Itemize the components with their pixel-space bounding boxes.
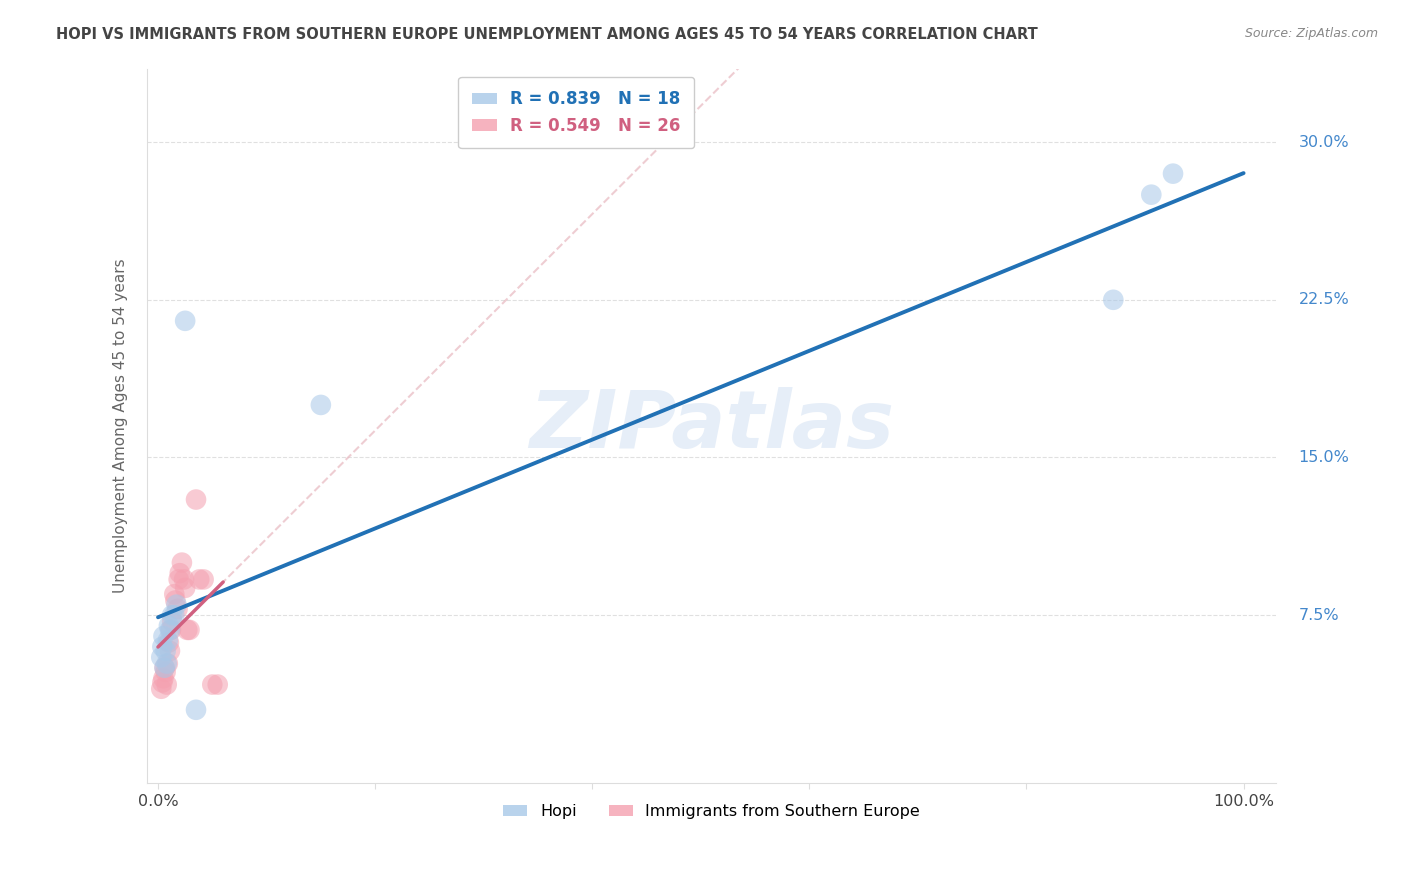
Point <box>159 623 181 637</box>
Point <box>309 398 332 412</box>
Text: 7.5%: 7.5% <box>1299 607 1340 623</box>
Point <box>150 675 173 690</box>
Point <box>156 677 179 691</box>
Point <box>163 608 186 623</box>
Point <box>150 640 173 654</box>
Point <box>174 581 197 595</box>
Point <box>170 556 193 570</box>
Point <box>160 615 183 629</box>
Point <box>157 618 180 632</box>
Point <box>207 677 229 691</box>
Point <box>156 657 179 671</box>
Point <box>1102 293 1125 307</box>
Point <box>156 657 179 671</box>
Point <box>152 629 174 643</box>
Point <box>153 661 176 675</box>
Text: 22.5%: 22.5% <box>1299 293 1350 308</box>
Point <box>152 671 174 685</box>
Point <box>176 623 198 637</box>
Point <box>201 677 224 691</box>
Point <box>156 633 179 648</box>
Point <box>159 644 181 658</box>
Point <box>166 598 188 612</box>
Point <box>150 681 173 696</box>
Point <box>179 623 201 637</box>
Point <box>155 644 177 658</box>
Legend: Hopi, Immigrants from Southern Europe: Hopi, Immigrants from Southern Europe <box>496 797 927 825</box>
Point <box>169 566 191 581</box>
Point <box>173 573 195 587</box>
Point <box>153 661 176 675</box>
Point <box>184 492 207 507</box>
Y-axis label: Unemployment Among Ages 45 to 54 years: Unemployment Among Ages 45 to 54 years <box>114 259 128 593</box>
Point <box>184 703 207 717</box>
Text: 30.0%: 30.0% <box>1299 135 1350 150</box>
Point <box>193 573 215 587</box>
Point <box>163 587 186 601</box>
Point <box>150 650 173 665</box>
Point <box>167 573 190 587</box>
Point <box>155 665 177 679</box>
Text: ZIPatlas: ZIPatlas <box>529 387 894 465</box>
Point <box>174 314 197 328</box>
Point <box>188 573 211 587</box>
Text: HOPI VS IMMIGRANTS FROM SOUTHERN EUROPE UNEMPLOYMENT AMONG AGES 45 TO 54 YEARS C: HOPI VS IMMIGRANTS FROM SOUTHERN EUROPE … <box>56 27 1038 42</box>
Text: 15.0%: 15.0% <box>1299 450 1350 465</box>
Point <box>165 593 187 607</box>
Point <box>1140 187 1163 202</box>
Point <box>166 602 188 616</box>
Point <box>1161 167 1184 181</box>
Text: Source: ZipAtlas.com: Source: ZipAtlas.com <box>1244 27 1378 40</box>
Point <box>160 608 183 623</box>
Point <box>157 635 180 649</box>
Point <box>160 623 183 637</box>
